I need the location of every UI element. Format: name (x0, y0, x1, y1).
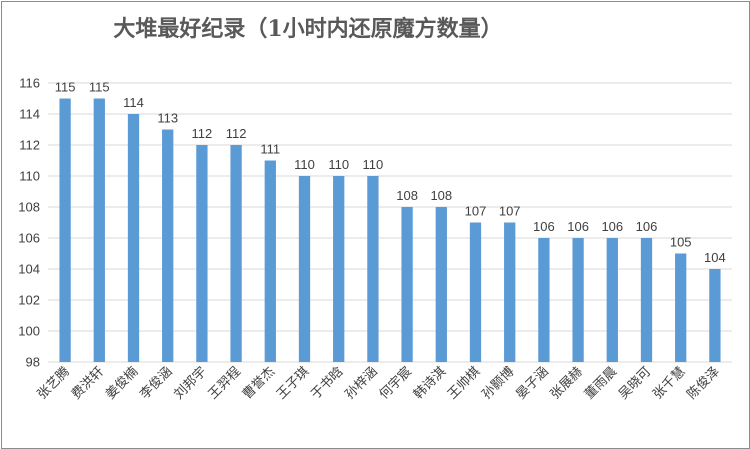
y-tick-label: 114 (19, 107, 40, 122)
bar (367, 176, 379, 362)
data-label: 113 (157, 111, 178, 126)
data-label: 115 (89, 80, 110, 95)
data-label: 104 (704, 250, 726, 265)
y-axis-ticks: 98 100 102 104 106 108 110 112 114 116 (18, 76, 40, 370)
bar (127, 114, 140, 362)
x-tick-label: 李俊涵 (137, 364, 175, 402)
bar (401, 207, 413, 362)
bar (435, 207, 447, 362)
data-label: 107 (465, 204, 487, 219)
x-tick-label: 于书晗 (308, 364, 347, 403)
x-tick-label: 吴晓可 (616, 364, 654, 402)
x-tick-label: 王帅棋 (445, 364, 483, 402)
data-label: 108 (396, 188, 418, 203)
data-label: 110 (328, 157, 349, 172)
x-tick-label: 曹誉杰 (240, 364, 278, 402)
bar (59, 98, 71, 362)
gridlines (48, 82, 732, 363)
x-tick-label: 孙梓涵 (343, 364, 381, 402)
data-label: 115 (55, 80, 76, 95)
bar (230, 145, 242, 362)
bar (93, 98, 105, 362)
y-tick-label: 102 (18, 293, 40, 308)
x-tick-label: 孙颢博 (479, 364, 517, 402)
data-label: 112 (226, 126, 247, 141)
bar (709, 269, 721, 362)
x-tick-label: 韩诗淇 (411, 364, 449, 402)
bar (162, 129, 174, 362)
bar (640, 238, 653, 362)
y-tick-label: 98 (26, 355, 40, 370)
data-label: 114 (123, 95, 144, 110)
data-label: 106 (601, 219, 623, 234)
data-label: 110 (363, 157, 384, 172)
x-tick-label: 何宇宸 (376, 364, 415, 403)
bar (572, 238, 584, 362)
y-tick-label: 112 (19, 138, 40, 153)
data-label: 110 (294, 157, 315, 172)
x-tick-label: 姜俊楠 (103, 364, 141, 402)
y-tick-label: 106 (18, 231, 40, 246)
bar (675, 253, 687, 362)
data-label: 111 (260, 142, 280, 157)
data-labels: 115 115 114 113 112 112 111 110 110 110 108 108 107 1… (55, 80, 726, 266)
bar (538, 238, 550, 362)
x-tick-label: 刘邦宇 (172, 364, 210, 402)
x-axis-labels: 张艺腾费洪轩姜俊楠李俊涵刘邦宇王羿程曹誉杰王子琪于书晗孙梓涵何宇宸韩诗淇王帅棋孙… (34, 364, 723, 403)
y-tick-label: 110 (19, 169, 40, 184)
x-tick-label: 张千慧 (650, 364, 689, 403)
data-label: 105 (670, 235, 692, 250)
data-label: 106 (636, 219, 658, 234)
x-tick-label: 王子琪 (274, 364, 312, 402)
x-tick-label: 王羿程 (206, 364, 244, 402)
x-tick-label: 陈俊泽 (684, 364, 723, 403)
bar (504, 222, 516, 362)
y-tick-label: 116 (19, 76, 40, 91)
x-tick-label: 董雨晨 (582, 364, 620, 402)
bar (606, 238, 618, 362)
data-label: 108 (430, 188, 452, 203)
x-tick-label: 费洪轩 (69, 364, 107, 402)
bar (264, 160, 276, 362)
y-tick-label: 100 (18, 324, 40, 339)
x-tick-label: 张展赫 (548, 364, 586, 402)
data-label: 107 (499, 204, 521, 219)
chart-title: 大堆最好纪录（1小时内还原魔方数量） (113, 16, 502, 42)
data-label: 112 (192, 126, 213, 141)
bars (59, 98, 721, 362)
y-tick-label: 104 (18, 262, 40, 277)
bar (333, 176, 345, 362)
y-tick-label: 108 (18, 200, 40, 215)
data-label: 106 (533, 219, 555, 234)
x-tick-label: 晏子涵 (514, 364, 552, 402)
data-label: 106 (567, 219, 589, 234)
bar (196, 145, 208, 362)
bar (469, 222, 482, 362)
bar (298, 176, 311, 362)
